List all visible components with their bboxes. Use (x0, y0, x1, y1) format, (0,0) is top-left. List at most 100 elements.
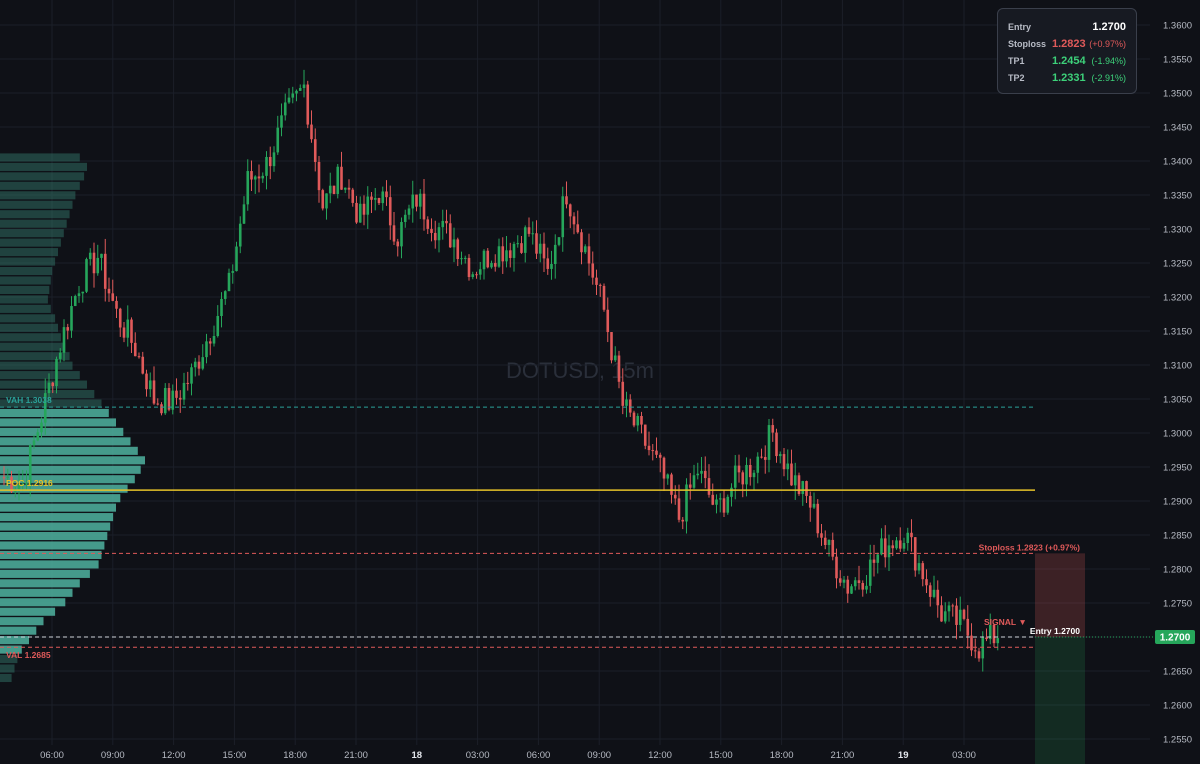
candle-body[interactable] (643, 424, 647, 446)
candle-body[interactable] (580, 232, 583, 253)
candle-body[interactable] (130, 319, 133, 343)
candle-body[interactable] (527, 227, 531, 234)
candle-body[interactable] (733, 465, 737, 488)
candlestick-series[interactable] (2, 69, 1000, 672)
candle-body[interactable] (325, 193, 328, 209)
candle-body[interactable] (208, 341, 212, 344)
candle-body[interactable] (107, 288, 111, 294)
candle-body[interactable] (928, 585, 932, 597)
candle-body[interactable] (370, 196, 373, 200)
candle-body[interactable] (426, 219, 430, 229)
candle-body[interactable] (340, 166, 343, 190)
candle-body[interactable] (820, 533, 823, 538)
candle-body[interactable] (617, 355, 621, 382)
candle-body[interactable] (583, 246, 587, 253)
candle-body[interactable] (422, 193, 426, 220)
candle-body[interactable] (103, 253, 107, 289)
candle-body[interactable] (606, 309, 610, 333)
candle-body[interactable] (823, 537, 827, 546)
candle-body[interactable] (857, 580, 861, 584)
candle-body[interactable] (688, 484, 692, 488)
candle-body[interactable] (996, 638, 1000, 644)
candle-body[interactable] (167, 387, 171, 410)
candle-body[interactable] (366, 196, 370, 215)
candle-body[interactable] (257, 176, 261, 179)
candle-body[interactable] (797, 475, 801, 495)
candle-body[interactable] (28, 445, 32, 484)
candle-body[interactable] (778, 454, 782, 457)
candle-body[interactable] (568, 204, 572, 217)
candle-body[interactable] (602, 285, 606, 310)
candle-body[interactable] (70, 306, 73, 331)
candle-body[interactable] (572, 216, 576, 225)
candle-body[interactable] (283, 102, 287, 116)
candle-body[interactable] (932, 589, 936, 597)
candle-body[interactable] (576, 224, 580, 233)
candle-body[interactable] (328, 185, 332, 194)
candle-body[interactable] (347, 187, 351, 190)
candle-body[interactable] (235, 246, 238, 272)
candle-body[interactable] (666, 474, 670, 479)
candle-body[interactable] (677, 498, 681, 520)
candle-body[interactable] (471, 274, 475, 278)
candle-body[interactable] (400, 221, 403, 247)
candle-body[interactable] (332, 185, 336, 194)
candle-body[interactable] (437, 227, 441, 241)
candle-body[interactable] (681, 519, 685, 522)
candle-body[interactable] (782, 454, 786, 470)
candle-body[interactable] (411, 194, 415, 209)
candle-body[interactable] (272, 152, 276, 167)
candle-body[interactable] (137, 356, 141, 358)
stoploss-zone[interactable] (1035, 553, 1085, 637)
candle-body[interactable] (467, 257, 471, 278)
candle-body[interactable] (703, 470, 707, 479)
candle-body[interactable] (77, 293, 81, 297)
candle-body[interactable] (148, 380, 152, 390)
candle-body[interactable] (190, 367, 193, 384)
candle-body[interactable] (88, 252, 92, 260)
candle-body[interactable] (171, 390, 175, 410)
candle-body[interactable] (771, 425, 775, 433)
candle-body[interactable] (850, 586, 853, 594)
candle-body[interactable] (111, 293, 115, 301)
candle-body[interactable] (433, 232, 437, 241)
candle-body[interactable] (632, 412, 636, 426)
candle-body[interactable] (831, 539, 835, 557)
candle-body[interactable] (265, 156, 268, 176)
candle-body[interactable] (958, 609, 962, 625)
candle-body[interactable] (887, 545, 891, 558)
candle-body[interactable] (58, 352, 62, 359)
candle-body[interactable] (977, 651, 981, 659)
candle-body[interactable] (865, 585, 868, 590)
candle-body[interactable] (193, 361, 197, 368)
candle-body[interactable] (115, 300, 118, 309)
candle-body[interactable] (711, 494, 715, 505)
candle-body[interactable] (587, 246, 591, 264)
candle-body[interactable] (658, 454, 662, 458)
candle-body[interactable] (497, 246, 501, 267)
candle-body[interactable] (85, 259, 88, 292)
candle-body[interactable] (722, 498, 726, 513)
candle-body[interactable] (261, 175, 265, 179)
candle-body[interactable] (460, 258, 463, 260)
candle-body[interactable] (955, 605, 958, 625)
candle-body[interactable] (6, 476, 10, 478)
candle-body[interactable] (842, 579, 846, 583)
candle-body[interactable] (373, 197, 377, 200)
candle-body[interactable] (156, 403, 160, 405)
candle-body[interactable] (835, 556, 838, 579)
candle-body[interactable] (910, 532, 913, 538)
takeprofit-zone[interactable] (1035, 637, 1085, 764)
candle-body[interactable] (486, 250, 490, 268)
candle-body[interactable] (542, 243, 546, 259)
candle-body[interactable] (685, 484, 688, 522)
candle-body[interactable] (182, 382, 186, 400)
candle-body[interactable] (336, 166, 340, 194)
candle-body[interactable] (201, 357, 205, 369)
candle-body[interactable] (565, 196, 568, 205)
candle-body[interactable] (343, 187, 347, 190)
candle-body[interactable] (947, 605, 951, 612)
candle-body[interactable] (163, 387, 167, 414)
candle-body[interactable] (505, 250, 508, 262)
candle-body[interactable] (610, 332, 613, 361)
